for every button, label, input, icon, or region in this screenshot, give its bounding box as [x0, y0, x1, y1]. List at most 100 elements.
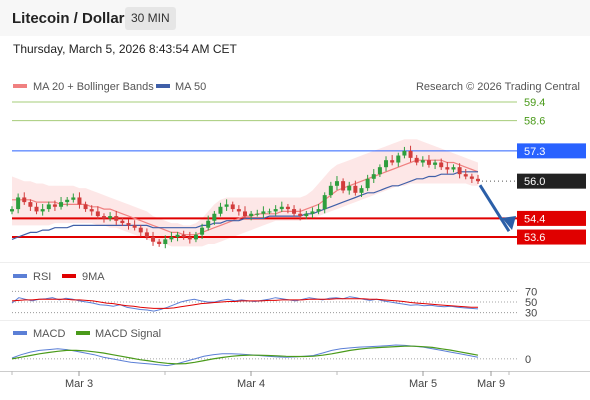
candle-body	[341, 181, 346, 191]
rsi-tick-label: 50	[525, 297, 537, 309]
candle-body	[10, 209, 14, 212]
candle-body	[175, 234, 180, 238]
rsi-tick-label: 30	[525, 308, 537, 320]
candle-body	[463, 174, 468, 177]
candle-body	[108, 216, 113, 219]
candle-body	[304, 213, 309, 217]
candle-body	[384, 160, 389, 168]
candle-body	[230, 204, 235, 210]
candle-body	[46, 204, 51, 210]
level-tag	[517, 143, 586, 159]
x-tick-label: Mar 3	[65, 378, 93, 390]
macd-tick-label: 0	[525, 354, 531, 366]
level-tag	[517, 229, 586, 245]
rsi-legend-label: RSI	[33, 271, 51, 283]
instrument-title: Litecoin / Dollar	[12, 10, 125, 27]
candle-body	[212, 213, 217, 221]
rsi-ma-legend-label: 9MA	[82, 271, 105, 283]
candle-body	[243, 211, 247, 217]
candle-body	[40, 209, 45, 212]
candle-body	[71, 197, 76, 200]
x-axis-line	[0, 371, 590, 372]
candle-body	[126, 223, 131, 226]
candle-body	[77, 197, 82, 205]
ma20-legend-swatch	[13, 84, 27, 88]
candle-body	[267, 211, 272, 213]
candle-body	[22, 197, 27, 203]
macd-legend-label: MACD	[33, 328, 65, 340]
candle-body	[138, 227, 143, 233]
rsi-ma-line	[11, 298, 478, 309]
candle-body	[316, 209, 321, 212]
chart-header: Litecoin / Dollar 30 MIN	[0, 0, 590, 36]
x-tick-label: Mar 9	[477, 378, 505, 390]
candle-body	[420, 160, 425, 163]
candle-body	[144, 232, 149, 238]
candle-body	[353, 185, 358, 193]
bollinger-band	[12, 139, 478, 247]
candle-body	[120, 220, 125, 224]
level-label: 59.4	[524, 97, 545, 109]
level-label: 54.4	[524, 213, 545, 225]
candle-body	[193, 234, 198, 240]
candle-body	[83, 204, 88, 210]
panel-separator	[0, 262, 590, 263]
candle-body	[310, 211, 315, 214]
rsi-legend-swatch	[13, 274, 27, 278]
rsi-line	[11, 296, 479, 312]
macd-signal-line	[11, 345, 479, 365]
interval-selector[interactable]: 30 MIN	[125, 7, 176, 30]
candle-body	[390, 160, 395, 163]
candle-body	[114, 216, 119, 221]
x-tick-label: Mar 5	[409, 378, 437, 390]
candle-body	[396, 155, 401, 163]
candle-body	[476, 178, 480, 182]
candle-body	[34, 206, 39, 212]
candle-body	[377, 167, 382, 175]
candle-body	[157, 241, 162, 245]
ma50-legend-label: MA 50	[175, 81, 206, 93]
candle-body	[273, 209, 278, 212]
candle-body	[451, 167, 456, 170]
candle-body	[414, 157, 419, 163]
candle-body	[89, 209, 94, 212]
macd-signal-legend-label: MACD Signal	[95, 328, 161, 340]
candle-body	[457, 167, 462, 175]
candle-body	[169, 237, 174, 240]
x-tick-label: Mar 4	[237, 378, 265, 390]
candle-body	[426, 160, 431, 165]
forecast-arrow-head	[502, 216, 516, 230]
candle-body	[261, 211, 266, 214]
candle-body	[347, 185, 352, 191]
candle-body	[285, 206, 290, 210]
candle-body	[328, 185, 333, 196]
candle-body	[255, 213, 260, 215]
macd-signal-legend-swatch	[76, 331, 90, 335]
candle-body	[132, 225, 137, 228]
level-tag	[517, 210, 586, 226]
ma50-legend-swatch	[156, 84, 170, 88]
macd-line	[11, 344, 479, 367]
candle-body	[298, 213, 303, 217]
candle-body	[433, 162, 438, 165]
candle-body	[236, 209, 241, 212]
candle-body	[279, 206, 284, 210]
candle-body	[200, 227, 205, 235]
timestamp: Thursday, March 5, 2026 8:43:54 AM CET	[13, 42, 237, 56]
candle-body	[101, 216, 106, 219]
candle-body	[292, 209, 297, 214]
candle-body	[445, 167, 450, 170]
candle-body	[59, 202, 64, 207]
candle-body	[65, 199, 70, 203]
copyright: Research © 2026 Trading Central	[416, 81, 580, 93]
ma20-legend-label: MA 20 + Bollinger Bands	[33, 81, 154, 93]
candle-body	[249, 213, 254, 217]
candle-body	[359, 188, 364, 193]
candle-body	[334, 181, 339, 186]
candle-body	[151, 237, 156, 242]
level-label: 58.6	[524, 116, 545, 128]
level-label: 53.6	[524, 232, 545, 244]
candle-body	[181, 234, 186, 238]
candle-body	[16, 197, 21, 210]
